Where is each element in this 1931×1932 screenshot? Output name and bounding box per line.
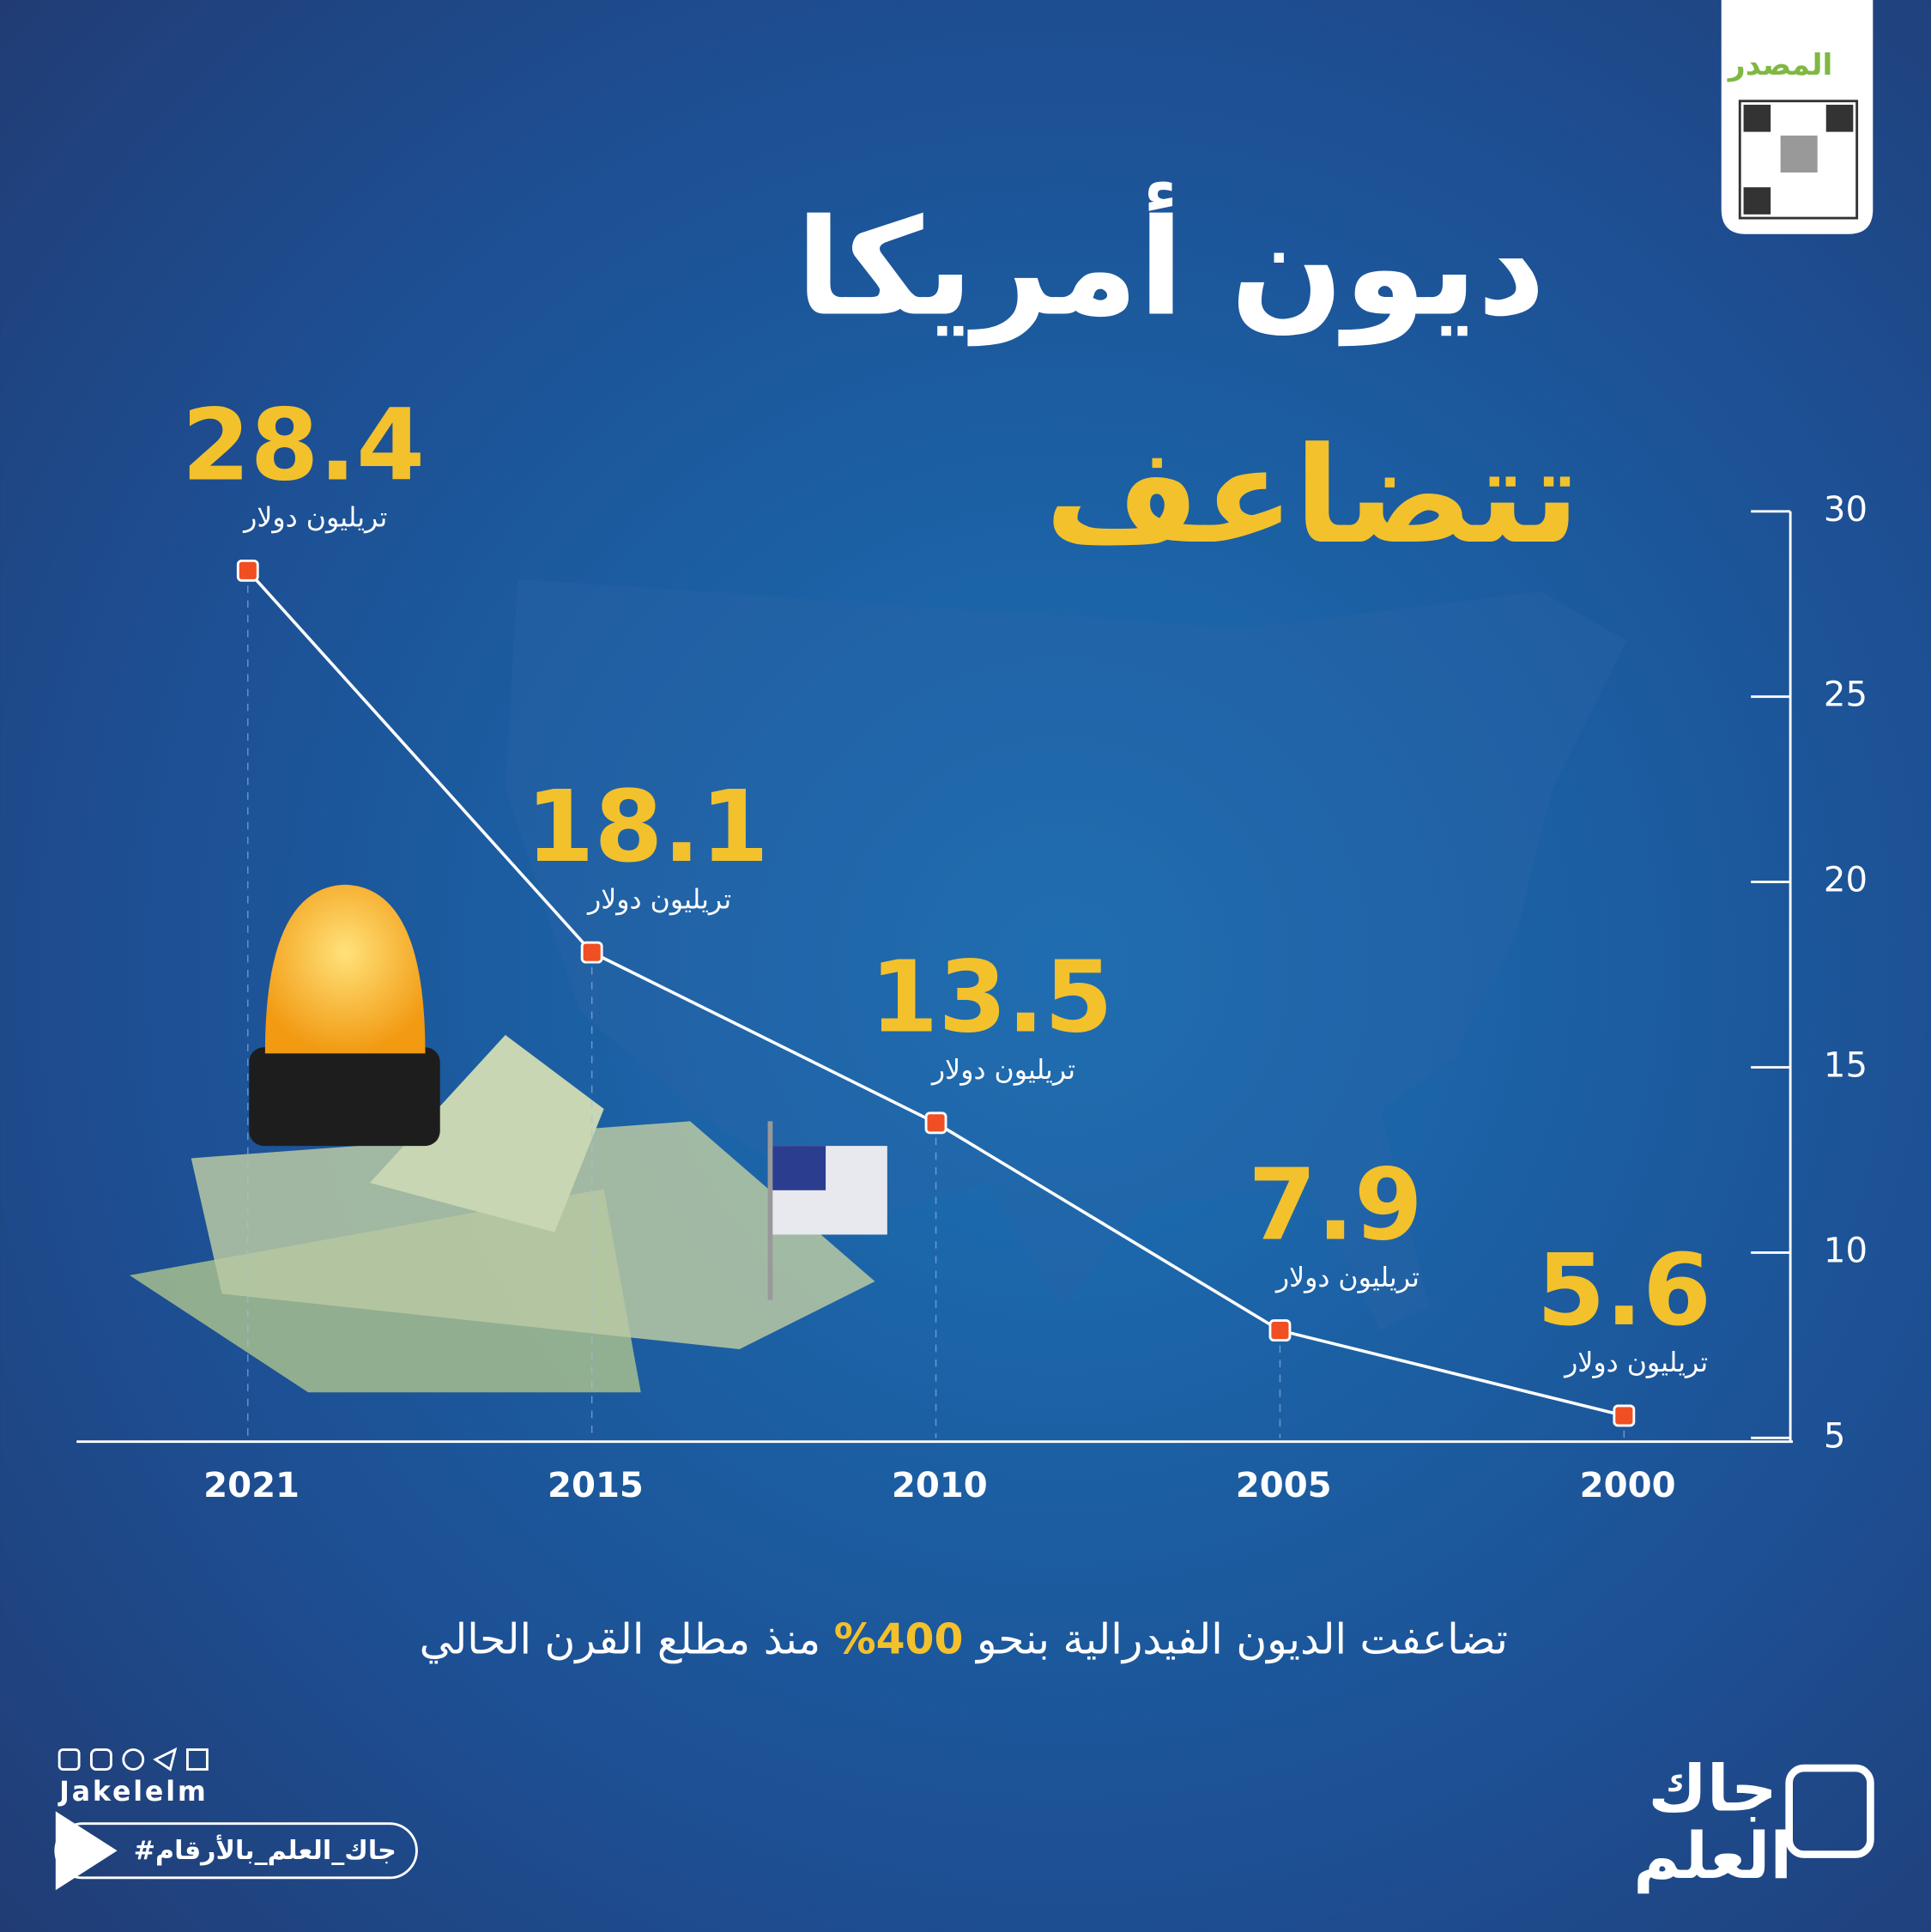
footnote: تضاعفت الديون الفيدرالية بنحو 400% منذ م…	[420, 1615, 1508, 1664]
chart-subtitle: تتضاعف	[1045, 418, 1580, 573]
y-tick-label: 5	[1824, 1416, 1846, 1456]
play-icon	[55, 1811, 118, 1891]
unit-label: تريليون دولار	[1563, 1348, 1708, 1378]
chart-title: ديون أمريكا	[796, 181, 1545, 346]
x-tick-label: 2010	[892, 1466, 988, 1505]
value-label: 13.5	[869, 941, 1112, 1056]
brand-logo: العلم	[1633, 1819, 1792, 1893]
y-tick-label: 15	[1824, 1046, 1867, 1086]
footnote-text: تضاعفت الديون الفيدرالية بنحو	[974, 1615, 1508, 1664]
value-label: 18.1	[526, 770, 769, 885]
brand-logo: جاك	[1649, 1751, 1777, 1826]
unit-label: تريليون دولار	[930, 1055, 1075, 1086]
y-tick-label: 20	[1824, 861, 1867, 900]
value-label: 5.6	[1537, 1233, 1711, 1348]
x-tick-label: 2015	[548, 1466, 644, 1505]
social-icons	[58, 1747, 209, 1772]
y-tick-label: 25	[1824, 675, 1867, 715]
x-tick-label: 2005	[1236, 1466, 1332, 1505]
source-box: المصدر	[1721, 0, 1873, 234]
point-marker	[924, 1111, 947, 1135]
source-label: المصدر	[1727, 48, 1832, 82]
map-silhouette	[505, 578, 1627, 1331]
point-marker	[580, 941, 603, 964]
brand-hashtag: #جاك_العلم_بالأرقام	[134, 1834, 396, 1866]
unit-label: تريليون دولار	[586, 884, 731, 915]
money-illustration	[129, 884, 887, 1393]
brand-logo-icon	[1785, 1764, 1874, 1858]
value-label: 28.4	[182, 388, 425, 503]
footnote-highlight: 400%	[834, 1615, 964, 1664]
x-tick-label: 2000	[1580, 1466, 1676, 1505]
x-tick-label: 2021	[203, 1466, 300, 1505]
unit-label: تريليون دولار	[1274, 1263, 1419, 1293]
point-marker	[236, 559, 259, 582]
footnote-text: منذ مطلع القرن الحالي	[420, 1615, 821, 1664]
y-tick-label: 30	[1824, 490, 1867, 530]
value-label: 7.9	[1248, 1148, 1422, 1263]
brand-handle: Jakelelm	[58, 1777, 209, 1808]
y-tick-label: 10	[1824, 1231, 1867, 1270]
point-marker	[1613, 1404, 1636, 1427]
point-marker	[1268, 1319, 1292, 1342]
unit-label: تريليون دولار	[242, 503, 387, 534]
